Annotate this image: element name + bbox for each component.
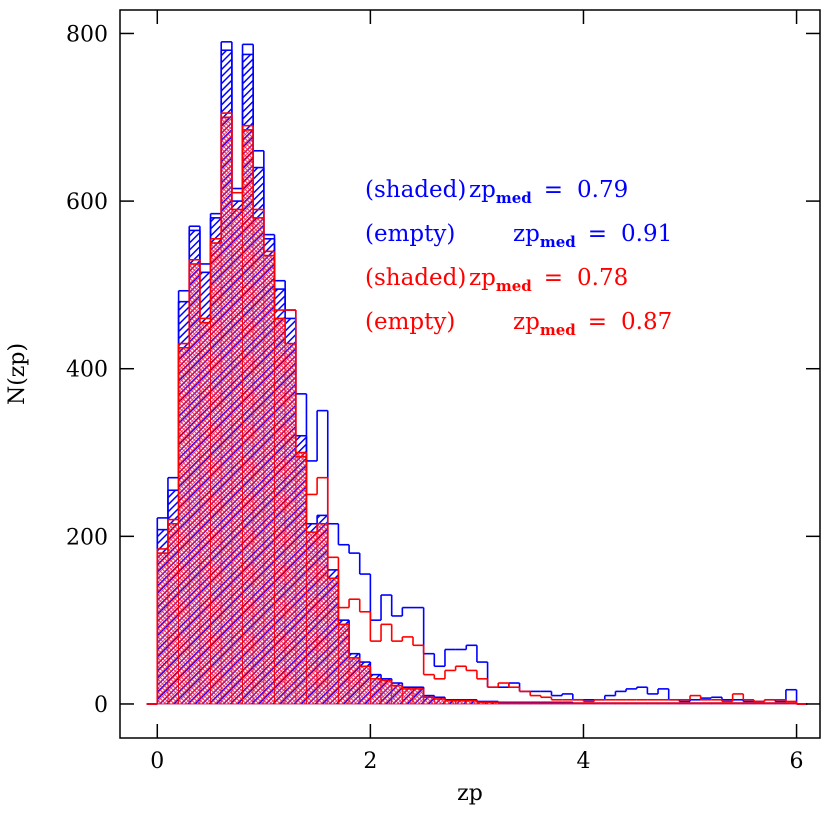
legend-symbol: zp xyxy=(469,265,496,291)
x-tick-label: 4 xyxy=(576,749,590,774)
hatched-bar xyxy=(316,523,329,705)
x-axis-label: zp xyxy=(457,781,483,806)
legend-median: 0.87 xyxy=(621,309,672,335)
legend-median: 0.91 xyxy=(621,221,672,247)
legend-entry: (empty) zpmed = 0.91 xyxy=(365,221,672,251)
hatched-bar xyxy=(391,685,403,705)
hatched-bar xyxy=(210,242,222,705)
legend-equals: = xyxy=(544,177,563,203)
y-tick-label: 200 xyxy=(66,525,108,550)
legend-median: 0.78 xyxy=(577,265,628,291)
legend-name: (shaded) xyxy=(365,177,466,203)
hatched-bar xyxy=(188,263,201,705)
hatched-bar xyxy=(156,552,169,705)
legend-entry: (empty) zpmed = 0.87 xyxy=(365,309,672,339)
hatched-bar xyxy=(167,523,179,705)
legend-subscript: med xyxy=(540,233,576,251)
hatched-bar xyxy=(274,318,286,705)
legend-entry: (shaded) zpmed = 0.79 xyxy=(365,177,628,207)
legend-subscript: med xyxy=(496,277,532,295)
hatched-bar xyxy=(231,209,243,705)
legend-name: (empty) xyxy=(365,221,455,247)
hatched-bar xyxy=(338,624,350,705)
y-tick-label: 400 xyxy=(66,358,108,383)
y-tick-label: 0 xyxy=(94,693,108,718)
hatched-bar xyxy=(178,347,190,705)
hatched-bar xyxy=(327,577,339,705)
legend-symbol: zp xyxy=(469,177,496,203)
x-tick-label: 6 xyxy=(790,749,804,774)
legend-equals: = xyxy=(588,309,607,335)
hatched-bar xyxy=(220,116,233,705)
legend-name: (shaded) xyxy=(365,265,466,291)
hatched-bar xyxy=(284,343,297,705)
y-axis-label: N(zp) xyxy=(5,343,30,405)
hatched-bar xyxy=(402,688,414,705)
plot-frame xyxy=(119,9,821,739)
y-tick-label: 800 xyxy=(66,22,108,47)
hatched-bar xyxy=(423,696,435,705)
hatched-bar xyxy=(295,452,307,705)
legend-symbol: zp xyxy=(513,221,540,247)
hatched-bar xyxy=(263,255,275,705)
x-tick-label: 0 xyxy=(150,749,164,774)
legend-equals: = xyxy=(544,265,563,291)
hatched-bar xyxy=(242,129,254,705)
legend-entry: (shaded) zpmed = 0.78 xyxy=(365,265,628,295)
hatched-bar xyxy=(370,678,382,705)
legend-subscript: med xyxy=(496,189,532,207)
legend-name: (empty) xyxy=(365,309,455,335)
hatched-bar xyxy=(412,688,424,705)
hatched-bar xyxy=(348,657,361,705)
hatched-bar xyxy=(252,217,265,705)
hatched-bar xyxy=(306,531,318,705)
hatched-bar xyxy=(359,665,371,705)
legend-equals: = xyxy=(588,221,607,247)
legend-median: 0.79 xyxy=(577,177,628,203)
hatched-bar xyxy=(380,680,392,705)
hatched-bar xyxy=(199,322,211,705)
x-tick-label: 2 xyxy=(363,749,377,774)
y-tick-label: 600 xyxy=(66,190,108,215)
legend-subscript: med xyxy=(540,321,576,339)
legend-symbol: zp xyxy=(513,309,540,335)
